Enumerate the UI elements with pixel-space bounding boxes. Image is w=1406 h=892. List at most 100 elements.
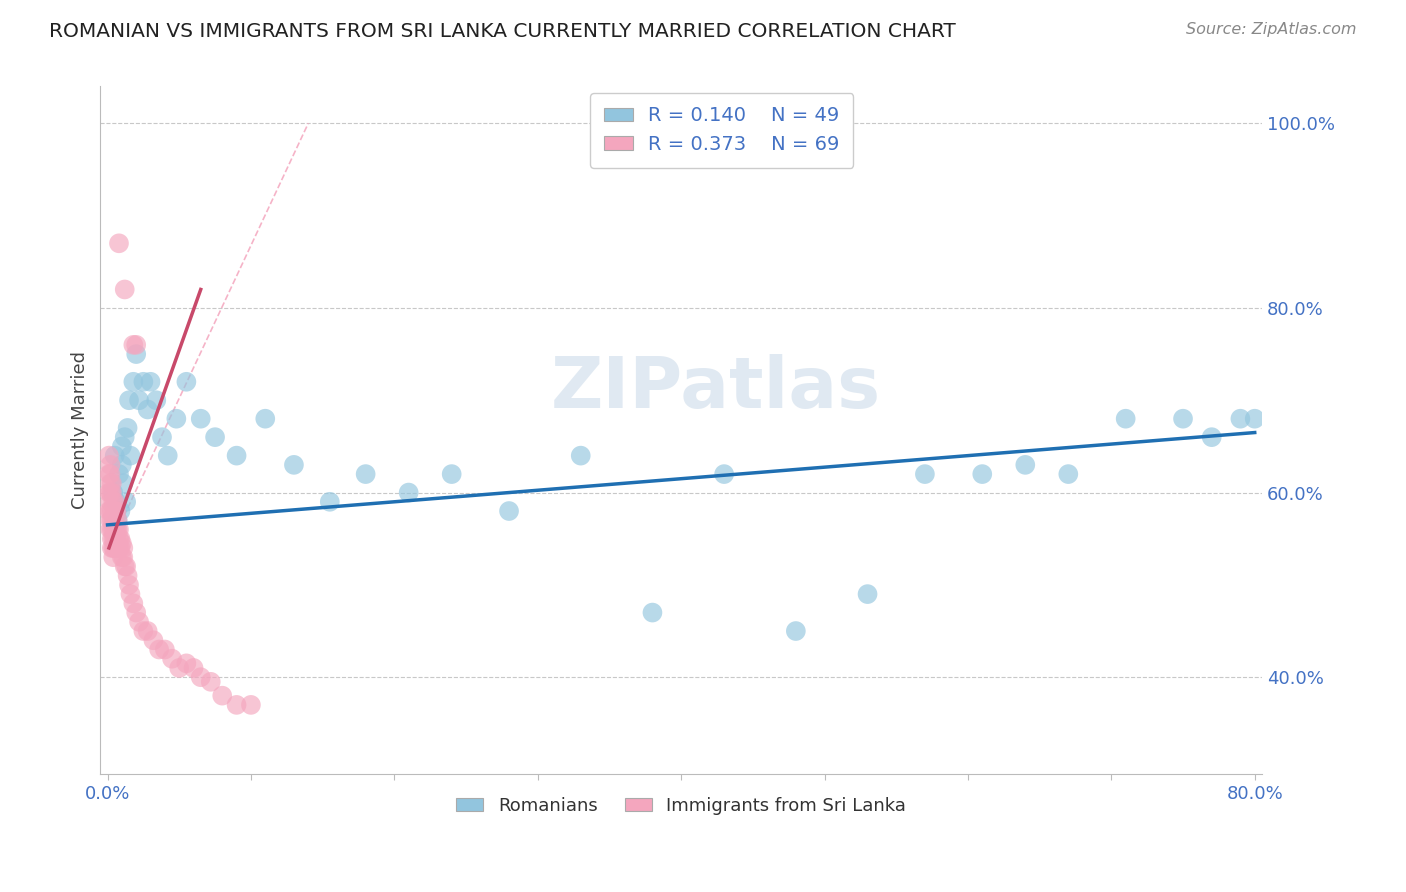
Legend: Romanians, Immigrants from Sri Lanka: Romanians, Immigrants from Sri Lanka [447, 788, 915, 823]
Point [97, 467, 120, 481]
Point [112, 476, 135, 491]
Point [125, 338, 148, 352]
Point [118, 393, 141, 408]
Point [111, 536, 134, 550]
Point [108, 541, 131, 555]
Point [104, 541, 127, 555]
Point [108, 523, 131, 537]
Point [101, 532, 124, 546]
Point [114, 430, 136, 444]
Point [225, 449, 247, 463]
Point [110, 504, 132, 518]
Point [107, 513, 129, 527]
Point [107, 541, 129, 555]
Point [1171, 411, 1194, 425]
Point [1201, 430, 1223, 444]
Point [97, 449, 120, 463]
Point [190, 411, 212, 425]
Point [139, 375, 162, 389]
Point [101, 476, 124, 491]
Point [101, 485, 124, 500]
Point [498, 504, 520, 518]
Point [101, 523, 124, 537]
Point [120, 449, 142, 463]
Point [103, 550, 125, 565]
Point [105, 532, 128, 546]
Point [225, 698, 247, 712]
Point [100, 476, 122, 491]
Point [108, 236, 131, 251]
Point [136, 402, 159, 417]
Point [118, 578, 141, 592]
Point [110, 532, 132, 546]
Point [153, 642, 176, 657]
Point [105, 523, 128, 537]
Point [100, 458, 122, 472]
Text: Source: ZipAtlas.com: Source: ZipAtlas.com [1187, 22, 1357, 37]
Point [115, 495, 138, 509]
Point [115, 559, 138, 574]
Point [167, 661, 190, 675]
Y-axis label: Currently Married: Currently Married [72, 351, 89, 509]
Point [120, 587, 142, 601]
Point [114, 283, 136, 297]
Point [145, 393, 167, 408]
Point [354, 467, 377, 481]
Point [1057, 467, 1080, 481]
Point [103, 532, 125, 546]
Point [1014, 458, 1036, 472]
Point [204, 430, 226, 444]
Point [239, 698, 262, 712]
Point [103, 513, 125, 527]
Point [856, 587, 879, 601]
Point [1229, 411, 1251, 425]
Point [97, 485, 120, 500]
Point [107, 513, 129, 527]
Point [101, 513, 124, 527]
Point [641, 606, 664, 620]
Point [128, 615, 150, 629]
Point [104, 532, 127, 546]
Point [785, 624, 807, 638]
Point [103, 495, 125, 509]
Point [176, 375, 198, 389]
Point [103, 541, 125, 555]
Point [104, 495, 127, 509]
Point [100, 495, 122, 509]
Point [112, 550, 135, 565]
Point [200, 674, 222, 689]
Point [110, 541, 132, 555]
Point [117, 421, 139, 435]
Point [136, 624, 159, 638]
Point [398, 485, 420, 500]
Point [104, 449, 127, 463]
Point [132, 624, 155, 638]
Point [107, 523, 129, 537]
Point [105, 504, 128, 518]
Point [97, 504, 120, 518]
Point [117, 568, 139, 582]
Point [254, 411, 277, 425]
Point [103, 485, 125, 500]
Point [125, 347, 148, 361]
Point [142, 633, 165, 648]
Point [148, 642, 170, 657]
Point [103, 523, 125, 537]
Point [569, 449, 592, 463]
Point [112, 541, 135, 555]
Point [122, 375, 145, 389]
Point [283, 458, 305, 472]
Point [111, 550, 134, 565]
Point [101, 541, 124, 555]
Point [440, 467, 463, 481]
Point [190, 670, 212, 684]
Point [122, 338, 145, 352]
Point [125, 606, 148, 620]
Point [914, 467, 936, 481]
Point [111, 439, 134, 453]
Point [100, 523, 122, 537]
Point [108, 467, 131, 481]
Point [105, 495, 128, 509]
Point [972, 467, 994, 481]
Text: ZIPatlas: ZIPatlas [551, 354, 882, 424]
